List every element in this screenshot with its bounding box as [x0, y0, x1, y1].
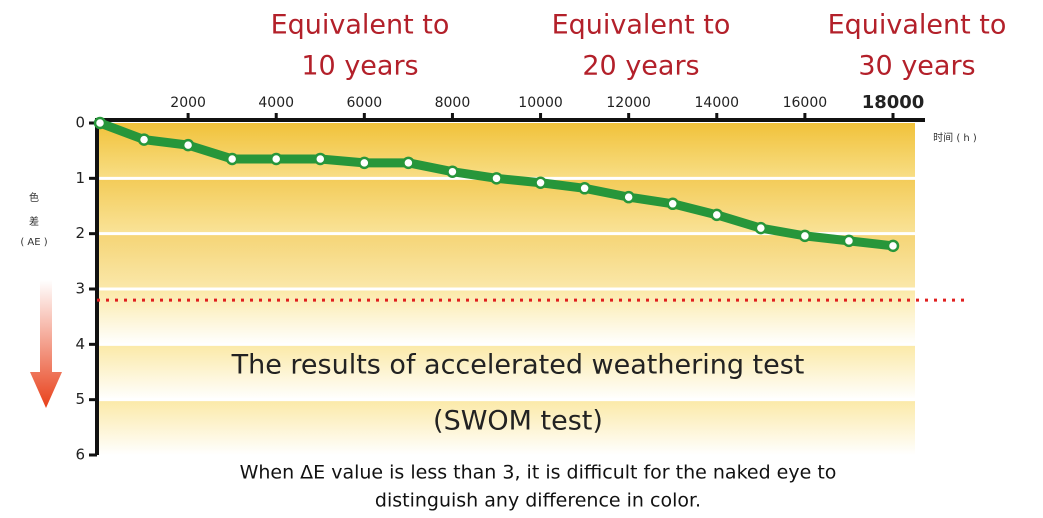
chart-title: The results of accelerated weathering te…	[231, 350, 805, 381]
chart-subtitle: (SWOM test)	[433, 406, 603, 437]
x-tick-label: 10000	[518, 95, 563, 111]
x-tick-label: 8000	[435, 95, 471, 111]
band	[97, 289, 915, 345]
annotation: Equivalent to	[828, 10, 1007, 41]
band	[97, 123, 915, 179]
data-point	[842, 234, 856, 248]
band	[97, 178, 915, 234]
data-point	[534, 176, 547, 190]
band	[97, 399, 915, 455]
background	[97, 123, 915, 455]
y-label: ( AE )	[20, 237, 47, 248]
data-point	[137, 133, 151, 146]
data-point	[225, 152, 239, 166]
x-tick-label: 14000	[695, 95, 740, 111]
x-tick-label: 6000	[347, 95, 383, 111]
data-point	[666, 197, 679, 211]
data-point	[710, 208, 724, 222]
data-point	[886, 239, 900, 253]
note: When ΔE value is less than 3, it is diff…	[240, 462, 837, 484]
arrow-icon	[30, 280, 62, 408]
data-point	[490, 172, 503, 185]
x-label: 时间 ( h )	[933, 131, 977, 144]
x-tick-label: 12000	[606, 95, 651, 111]
data-point	[93, 116, 107, 130]
data-point	[181, 138, 195, 152]
band	[97, 233, 915, 289]
x-tick-label: 16000	[783, 95, 828, 111]
x-tick-label: 4000	[258, 95, 294, 111]
x-tick-label: 18000	[862, 92, 925, 113]
annotation: Equivalent to	[552, 10, 731, 41]
annotation: Equivalent to	[271, 10, 450, 41]
y-tick-label: 2	[75, 224, 85, 242]
data-point	[402, 156, 415, 170]
y-label: 色	[29, 191, 39, 204]
y-tick-label: 6	[75, 446, 85, 464]
annotation: 10 years	[301, 51, 418, 82]
x-tick-label: 2000	[170, 95, 206, 111]
y-tick-label: 4	[75, 335, 85, 353]
data-point	[314, 152, 327, 166]
y-tick-label: 1	[75, 169, 85, 187]
y-tick-label: 3	[75, 280, 85, 298]
data-point	[358, 156, 371, 170]
y-tick-label: 5	[75, 390, 85, 408]
annotation: 30 years	[858, 51, 975, 82]
data-point	[269, 152, 283, 166]
annotation: 20 years	[582, 51, 699, 82]
data-point	[446, 165, 459, 178]
y-tick-label: 0	[75, 114, 85, 132]
data-point	[578, 182, 591, 195]
y-label: 差	[29, 215, 39, 228]
band	[97, 344, 915, 400]
data-point	[798, 229, 812, 243]
note: distinguish any difference in color.	[375, 490, 701, 512]
data-point	[754, 221, 768, 235]
data-point	[622, 190, 635, 204]
